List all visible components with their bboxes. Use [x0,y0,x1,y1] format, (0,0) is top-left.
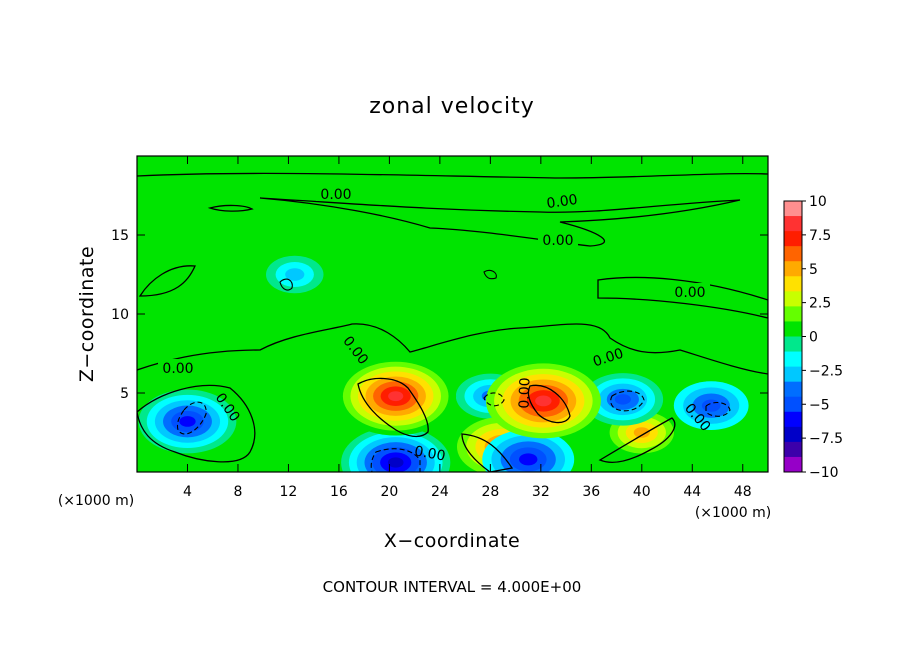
colorbar-label: −2.5 [809,363,843,379]
contour-line [483,392,505,407]
colorbar-labels: 10 7.5 5 2.5 0 −2.5 −5 −7.5 −10 [802,194,843,481]
contour-label: 0.00 [320,187,351,203]
x-tick-label: 4 [183,484,192,500]
contour-label: 0.00 [546,192,579,212]
colorbar-segment [784,276,802,292]
chart-title: zonal velocity [369,94,535,119]
z-axis-unit: (×1000 m) [695,505,771,521]
velocity-blob [519,453,538,466]
velocity-blob [387,457,404,468]
colorbar-segment [784,201,802,217]
x-tick-label: 32 [532,484,550,500]
colorbar: 10 7.5 5 2.5 0 −2.5 −5 −7.5 −10 [783,194,843,481]
x-tick-label: 24 [431,484,449,500]
x-tick-label: 12 [280,484,298,500]
x-tick-label: 16 [330,484,348,500]
contour-line [527,384,571,424]
contour-label: 0.00 [542,233,573,249]
velocity-blob [179,416,196,427]
plot-area: 0.00 0.00 0.00 0.00 0.00 0.00 0.00 0.00 … [111,155,769,500]
contour-line [610,390,645,412]
contour-line [279,278,293,291]
contour-line [598,417,676,464]
contour-label: 0.00 [516,377,533,409]
contour-line [207,204,254,212]
x-tick-label: 36 [582,484,600,500]
colorbar-segment [784,336,802,353]
y-tick-label: 5 [120,386,129,402]
contour-line [357,377,429,438]
y-axis-label: Z−coordinate [76,246,98,382]
x-tick-label: 40 [633,484,651,500]
contour-label: 0.00 [674,285,705,301]
contour-line [597,276,768,319]
colorbar-segment [784,246,802,262]
colorbar-segment [784,441,802,458]
x-tick-label: 48 [734,484,752,500]
colorbar-segment [784,396,802,413]
colorbar-label: −7.5 [809,431,843,447]
colorbar-label: 7.5 [809,228,831,244]
colorbar-label: 2.5 [809,296,831,312]
contour-line [137,172,768,179]
zero-contours [137,172,768,472]
colorbar-label: 10 [809,194,827,210]
colorbar-segment [784,216,802,232]
velocity-blob [388,391,404,402]
x-tick-label: 44 [683,484,701,500]
colorbar-label: 5 [809,262,818,278]
contour-line [137,384,256,463]
contour-line [176,401,207,435]
velocity-blob [285,268,305,281]
colorbar-segments [784,201,802,473]
colorbar-label: −10 [809,465,839,481]
velocity-blob [535,395,552,407]
contour-line [137,323,768,375]
colorbar-label: −5 [809,397,830,413]
colorbar-segment [784,381,802,398]
x-tick-label: 20 [380,484,398,500]
x-axis-label: X−coordinate [384,530,520,552]
velocity-blob [633,427,650,438]
colorbar-segment [784,411,802,428]
x-tick-labels: 4 8 12 16 20 24 28 32 36 40 44 48 [183,484,752,500]
colorbar-segment [784,261,802,277]
velocity-blob [614,394,631,405]
contour-label: 0.00 [162,361,193,377]
contour-line [705,401,731,417]
colorbar-label: 0 [809,330,818,346]
contour-line [259,197,741,247]
y-tick-label: 15 [111,228,129,244]
contour-interval-note: CONTOUR INTERVAL = 4.000E+00 [323,578,582,596]
y-tick-label: 10 [111,307,129,323]
contour-line [483,269,497,280]
velocity-field [138,255,749,472]
velocity-blob [701,399,721,412]
axis-ticks [137,156,768,472]
y-tick-labels: 5 10 15 [111,228,129,402]
colorbar-segment [784,351,802,368]
colorbar-segment [784,231,802,247]
contour-label: 0.00 [413,443,446,464]
x-tick-label: 28 [481,484,499,500]
x-tick-label: 8 [233,484,242,500]
contour-line [461,433,514,472]
colorbar-segment [784,306,802,322]
colorbar-segment [784,321,802,337]
contour-line [370,448,421,472]
colorbar-segment [784,456,802,473]
contour-line [138,265,196,297]
colorbar-segment [784,291,802,307]
colorbar-segment [784,366,802,383]
x-axis-unit: (×1000 m) [58,493,134,509]
colorbar-segment [784,426,802,443]
